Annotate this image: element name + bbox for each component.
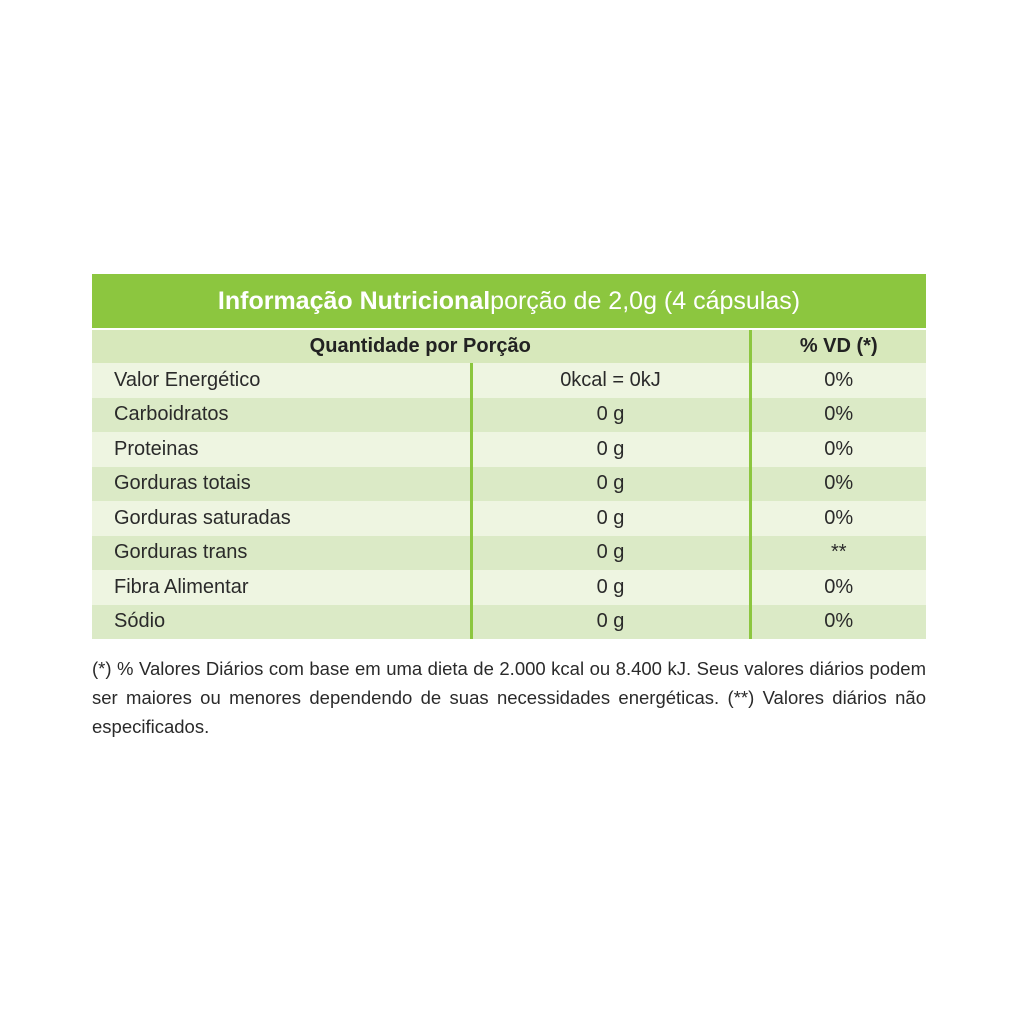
nutrient-name: Carboidratos — [92, 397, 471, 432]
table-row: Gorduras totais 0 g 0% — [92, 466, 926, 501]
nutrition-table: Quantidade por Porção % VD (*) Valor Ene… — [92, 330, 926, 639]
nutrient-name: Fibra Alimentar — [92, 570, 471, 605]
quantity: 0kcal = 0kJ — [469, 363, 750, 398]
quantity: 0 g — [469, 397, 750, 432]
table-row: Valor Energético 0kcal = 0kJ 0% — [92, 363, 926, 398]
daily-value: 0% — [748, 466, 926, 501]
daily-value: 0% — [748, 363, 926, 398]
nutrient-name: Gorduras saturadas — [92, 501, 471, 536]
daily-value: 0% — [748, 570, 926, 605]
nutrient-name: Proteinas — [92, 432, 471, 467]
table-row: Proteinas 0 g 0% — [92, 432, 926, 467]
table-row: Carboidratos 0 g 0% — [92, 397, 926, 432]
nutrient-name: Gorduras trans — [92, 535, 471, 570]
table-row: Sódio 0 g 0% — [92, 604, 926, 639]
nutrient-name: Sódio — [92, 604, 471, 639]
nutrient-name: Gorduras totais — [92, 466, 471, 501]
quantity: 0 g — [469, 432, 750, 467]
quantity: 0 g — [469, 501, 750, 536]
daily-value: ** — [748, 535, 926, 570]
nutrient-name: Valor Energético — [92, 363, 471, 398]
column-header: Quantidade por Porção — [92, 330, 750, 363]
daily-value: 0% — [748, 432, 926, 467]
serving: porção de 2,0g (4 cápsulas) — [490, 286, 801, 315]
footnote: (*) % Valores Diários com base em uma di… — [92, 658, 926, 737]
quantity: 0 g — [469, 570, 750, 605]
daily-value: 0% — [748, 501, 926, 536]
daily-value: 0% — [748, 397, 926, 432]
table-body: Valor Energético 0kcal = 0kJ 0% Carboidrato… — [92, 363, 926, 639]
quantity: 0 g — [469, 466, 750, 501]
table-row: Gorduras trans 0 g ** — [92, 535, 926, 570]
column-header: % VD (*) — [748, 330, 926, 363]
column-header-row: Quantidade por Porção % VD (*) — [92, 330, 926, 363]
quantity: 0 g — [469, 604, 750, 639]
nutrition-panel: Informação Nutricional porção de 2,0g (4… — [92, 274, 926, 639]
title-bar: Informação Nutricional porção de 2,0g (4… — [92, 274, 926, 328]
title: Informação Nutricional — [217, 286, 491, 315]
table-row: Gorduras saturadas 0 g 0% — [92, 501, 926, 536]
table-row: Fibra Alimentar 0 g 0% — [92, 570, 926, 605]
quantity: 0 g — [469, 535, 750, 570]
daily-value: 0% — [748, 604, 926, 639]
